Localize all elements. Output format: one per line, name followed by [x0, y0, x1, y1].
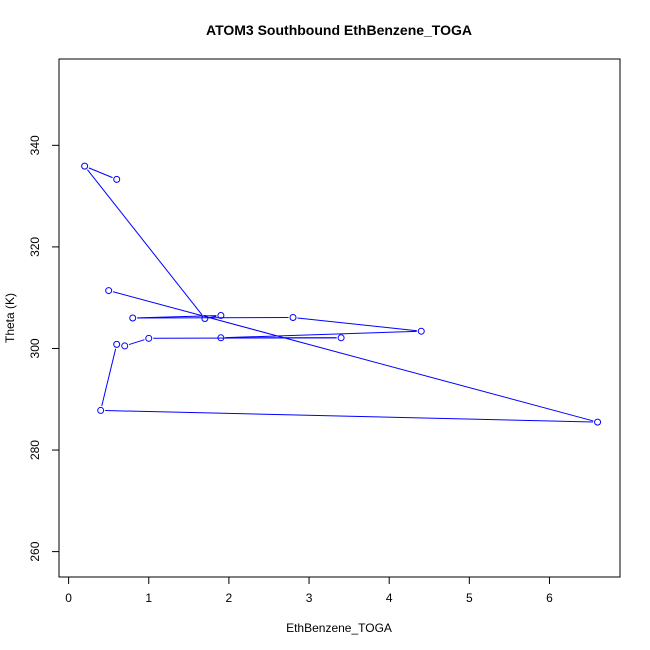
series-layer — [81, 162, 602, 426]
series-segment — [87, 169, 203, 316]
series-segment — [112, 291, 594, 422]
x-tick-label: 1 — [145, 591, 152, 605]
data-point — [113, 340, 121, 348]
x-axis: 0 1 2 3 4 5 6 — [65, 576, 553, 605]
data-point — [217, 311, 225, 319]
series-segment — [101, 348, 117, 407]
series-segment — [297, 317, 417, 332]
y-tick-label: 340 — [28, 135, 42, 155]
y-tick-label: 300 — [28, 338, 42, 358]
y-tick-label: 320 — [28, 237, 42, 257]
data-point — [145, 334, 153, 342]
data-point — [289, 313, 297, 321]
data-point — [417, 327, 425, 335]
data-point — [201, 315, 209, 323]
series-segment — [225, 330, 417, 339]
chart-title: ATOM3 Southbound EthBenzene_TOGA — [206, 22, 472, 38]
data-point — [113, 175, 121, 183]
data-point — [105, 287, 113, 295]
data-point — [121, 342, 129, 350]
x-tick-label: 0 — [65, 591, 72, 605]
data-point — [337, 334, 345, 342]
x-tick-label: 2 — [226, 591, 233, 605]
series-segment — [88, 167, 113, 179]
x-tick-label: 3 — [306, 591, 313, 605]
data-point — [97, 406, 105, 414]
data-point — [81, 162, 89, 170]
x-tick-label: 6 — [546, 591, 553, 605]
series-segment — [105, 410, 594, 423]
y-tick-label: 280 — [28, 440, 42, 460]
y-axis-label: Theta (K) — [3, 293, 17, 343]
y-axis: 260 280 300 320 340 — [28, 135, 60, 562]
x-tick-label: 5 — [466, 591, 473, 605]
data-point — [594, 418, 602, 426]
x-tick-label: 4 — [386, 591, 393, 605]
x-axis-label: EthBenzene_TOGA — [286, 621, 392, 635]
data-point — [217, 334, 225, 342]
y-tick-label: 260 — [28, 541, 42, 561]
data-point — [129, 314, 137, 322]
series-segment — [128, 339, 145, 346]
